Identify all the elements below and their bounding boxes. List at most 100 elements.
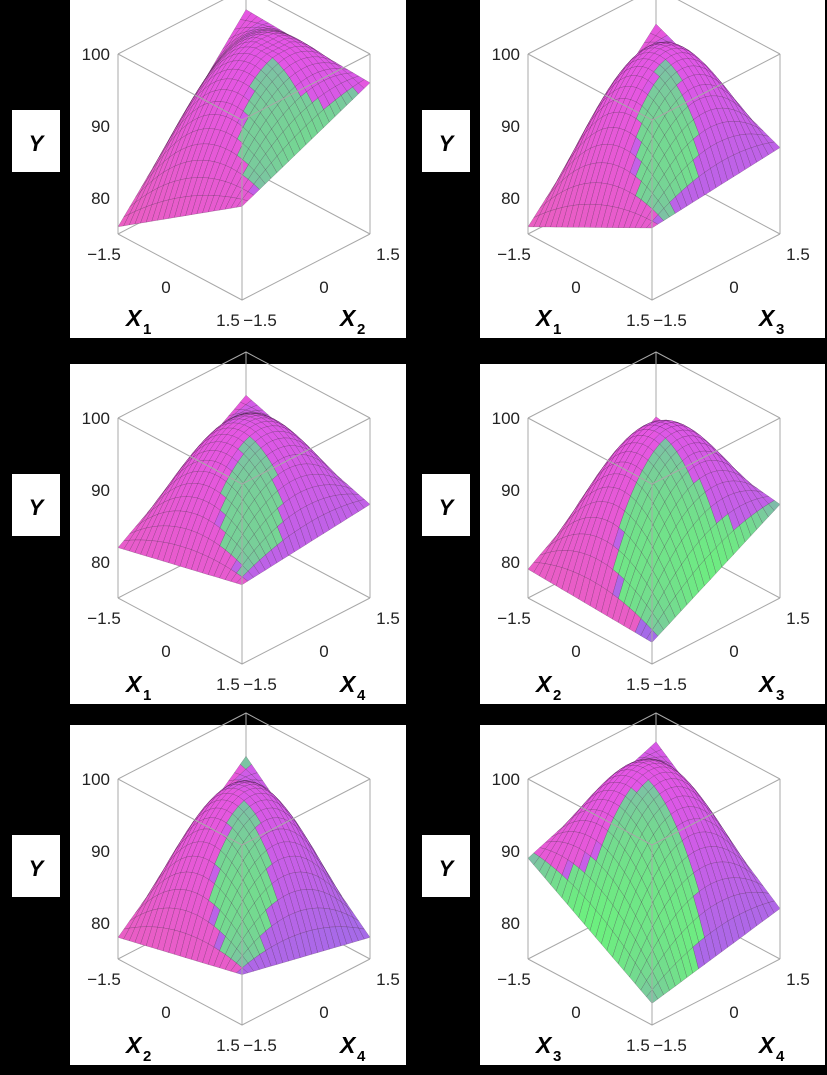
y-axis-subscript: 2 — [357, 321, 365, 338]
x-tick-label: 0 — [571, 278, 580, 297]
x-axis-title: X — [534, 1032, 553, 1058]
x-tick-label: 1.5 — [626, 1036, 650, 1055]
z-tick-label: 90 — [501, 481, 520, 500]
x-label-tab — [522, 664, 602, 704]
y-tick-label: −1.5 — [243, 675, 277, 694]
x-tick-label: 1.5 — [216, 675, 240, 694]
x-label-tab — [112, 664, 192, 704]
x2-label-tab — [753, 298, 825, 338]
y-axis-title: X — [338, 1032, 357, 1058]
x-axis-subscript: 1 — [143, 321, 151, 338]
x2-label-tab — [753, 664, 825, 704]
x-label-tab — [522, 298, 602, 338]
box-back-top — [117, 0, 371, 55]
x-axis-subscript: 1 — [143, 687, 151, 704]
box-front-top — [117, 53, 371, 121]
x2-label-tab — [334, 298, 406, 338]
z-tick-label: 100 — [492, 409, 520, 428]
z-axis-title: Y — [439, 131, 456, 156]
x-tick-label: 1.5 — [216, 1036, 240, 1055]
y-tick-label: 1.5 — [786, 609, 810, 628]
y-label-tab — [422, 474, 470, 536]
x-label-tab — [112, 1025, 192, 1065]
y-tick-label: 1.5 — [786, 245, 810, 264]
z-axis-title: Y — [439, 856, 456, 881]
y-tick-label: −1.5 — [243, 311, 277, 330]
surface-mesh — [527, 23, 781, 229]
y-axis-title: X — [757, 305, 776, 331]
x-axis-title: X — [124, 305, 143, 331]
x-axis-subscript: 2 — [553, 687, 561, 704]
y-axis-subscript: 4 — [776, 1048, 785, 1065]
y-tick-label: −1.5 — [653, 311, 687, 330]
surface-mesh — [527, 416, 781, 643]
box-front-bottom — [117, 233, 371, 301]
y-axis-title: X — [757, 1032, 776, 1058]
x-tick-label: −1.5 — [87, 970, 121, 989]
z-axis-title: Y — [29, 856, 46, 881]
x-tick-label: −1.5 — [497, 245, 531, 264]
x-label-tab — [112, 298, 192, 338]
x-axis-subscript: 2 — [143, 1048, 151, 1065]
x-tick-label: −1.5 — [497, 609, 531, 628]
z-tick-label: 90 — [91, 117, 110, 136]
y-label-tab — [12, 474, 60, 536]
surface-mesh — [527, 741, 781, 1004]
y-axis-title: X — [338, 671, 357, 697]
z-tick-label: 90 — [501, 842, 520, 861]
z-tick-label: 100 — [492, 770, 520, 789]
z-tick-label: 80 — [91, 553, 110, 572]
box-front-bottom — [117, 958, 371, 1026]
z-tick-label: 90 — [91, 481, 110, 500]
z-tick-label: 90 — [91, 842, 110, 861]
x-tick-label: 0 — [161, 1003, 170, 1022]
x-axis-title: X — [124, 1032, 143, 1058]
y-tick-label: 0 — [319, 1003, 328, 1022]
surface-mesh — [117, 394, 371, 585]
y-axis-subscript: 3 — [776, 321, 784, 338]
x-axis-subscript: 1 — [553, 321, 561, 338]
y-tick-label: −1.5 — [653, 1036, 687, 1055]
x-tick-label: −1.5 — [87, 609, 121, 628]
x-tick-label: 0 — [571, 1003, 580, 1022]
x-tick-label: 1.5 — [626, 675, 650, 694]
z-tick-label: 100 — [82, 770, 110, 789]
x-tick-label: 0 — [161, 642, 170, 661]
z-tick-label: 80 — [91, 914, 110, 933]
x-axis-title: X — [124, 671, 143, 697]
box-front-top — [117, 417, 371, 485]
z-tick-label: 80 — [501, 914, 520, 933]
y-axis-subscript: 4 — [357, 687, 366, 704]
y-tick-label: 0 — [729, 1003, 738, 1022]
box-front-top — [117, 778, 371, 846]
box-front-top — [527, 778, 781, 846]
x2-label-tab — [334, 664, 406, 704]
y-label-tab — [12, 835, 60, 897]
y-label-tab — [12, 110, 60, 172]
z-axis-title: Y — [29, 495, 46, 520]
x-label-tab — [522, 1025, 602, 1065]
y-label-tab — [422, 835, 470, 897]
z-tick-label: 80 — [501, 189, 520, 208]
y-tick-label: −1.5 — [243, 1036, 277, 1055]
box-front-bottom — [527, 233, 781, 301]
z-axis-title: Y — [29, 131, 46, 156]
y-tick-label: 0 — [729, 278, 738, 297]
x2-label-tab — [334, 1025, 406, 1065]
x-tick-label: 1.5 — [216, 311, 240, 330]
x-tick-label: −1.5 — [87, 245, 121, 264]
x-tick-label: 0 — [571, 642, 580, 661]
box-front-top — [527, 417, 781, 485]
y-tick-label: 1.5 — [786, 970, 810, 989]
x2-label-tab — [753, 1025, 825, 1065]
y-tick-label: 1.5 — [376, 609, 400, 628]
z-tick-label: 80 — [501, 553, 520, 572]
z-axis-title: Y — [439, 495, 456, 520]
z-tick-label: 100 — [492, 45, 520, 64]
